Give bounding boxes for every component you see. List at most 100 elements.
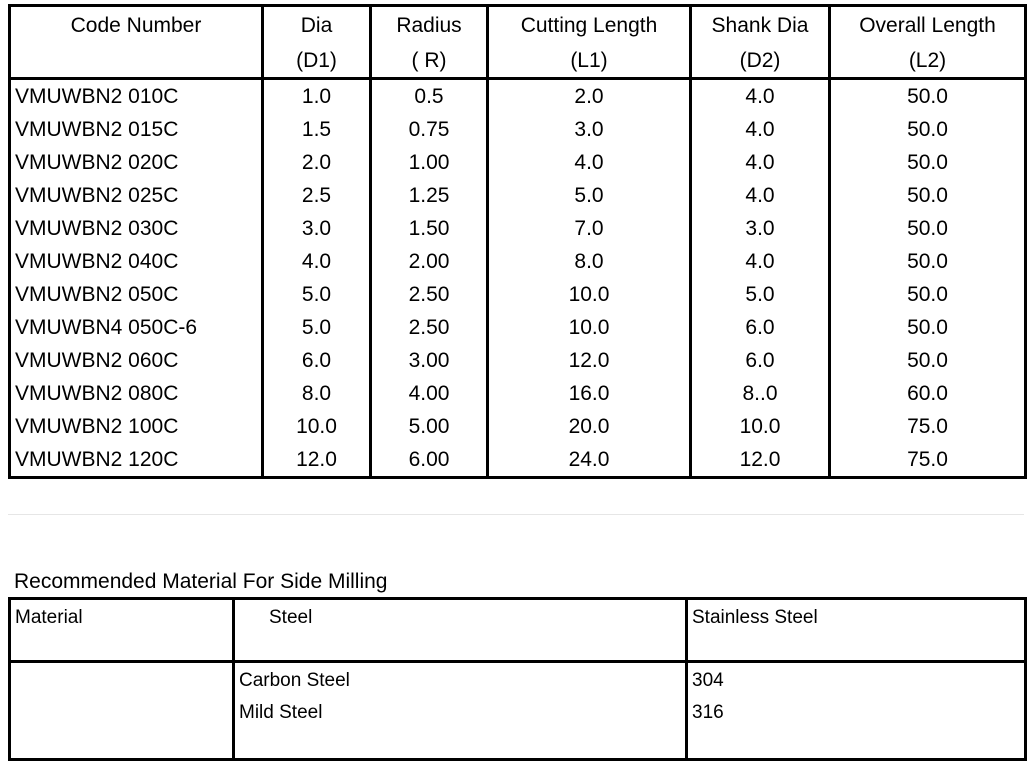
cell-overall-length: 50.0	[828, 278, 1026, 311]
section-divider	[8, 514, 1024, 515]
table-row: VMUWBN2 015C 1.5 0.75 3.0 4.0 50.0	[10, 113, 1026, 146]
cell-cutting-length: 2.0	[486, 78, 691, 113]
cell-radius: 6.00	[369, 443, 488, 478]
cell-radius: 2.00	[369, 245, 488, 278]
cell-cutting-length: 4.0	[486, 146, 691, 179]
materials-title: Recommended Material For Side Milling	[14, 570, 388, 593]
cell-code: VMUWBN2 030C	[15, 217, 179, 240]
cell-radius: 2.50	[369, 278, 488, 311]
header-radius: Radius	[369, 5, 488, 44]
cell-shank-dia: 4.0	[689, 113, 830, 146]
cell-shank-dia: 4.0	[689, 179, 830, 212]
cell-cutting-length: 10.0	[486, 278, 691, 311]
table-row: VMUWBN2 025C 2.5 1.25 5.0 4.0 50.0	[10, 179, 1026, 212]
cell-dia: 2.0	[261, 146, 371, 179]
cell-code: VMUWBN2 050C	[15, 283, 179, 306]
cell-dia: 1.0	[261, 78, 371, 113]
header-dia-sub: (D1)	[261, 44, 371, 80]
table-row: VMUWBN2 060C 6.0 3.00 12.0 6.0 50.0	[10, 344, 1026, 377]
cell-dia: 1.5	[261, 113, 371, 146]
list-item: 304	[692, 670, 724, 691]
cell-dia: 8.0	[261, 377, 371, 410]
cell-cutting-length: 3.0	[486, 113, 691, 146]
header-shank-dia-sub: (D2)	[689, 44, 830, 80]
cell-code: VMUWBN2 040C	[15, 250, 179, 273]
cell-overall-length: 50.0	[828, 146, 1026, 179]
table-row: VMUWBN2 010C 1.0 0.5 2.0 4.0 50.0	[10, 78, 1026, 113]
cell-shank-dia: 6.0	[689, 344, 830, 377]
cell-overall-length: 50.0	[828, 344, 1026, 377]
cell-overall-length: 50.0	[828, 78, 1026, 113]
header-code-number: Code Number	[70, 14, 202, 37]
cell-radius: 0.75	[369, 113, 488, 146]
cell-code: VMUWBN2 080C	[15, 382, 179, 405]
cell-code: VMUWBN2 060C	[15, 349, 179, 372]
materials-header-row: Material Steel Stainless Steel	[9, 598, 1026, 663]
cell-radius: 1.50	[369, 212, 488, 245]
cell-overall-length: 50.0	[828, 311, 1026, 344]
cell-cutting-length: 24.0	[486, 443, 691, 478]
cell-code: VMUWBN2 120C	[15, 448, 179, 471]
cell-code: VMUWBN4 050C-6	[15, 316, 198, 339]
materials-header-material: Material	[9, 598, 234, 663]
list-item: 316	[692, 702, 724, 723]
cell-code: VMUWBN2 015C	[15, 118, 179, 141]
cell-code: VMUWBN2 025C	[15, 184, 179, 207]
cell-shank-dia: 3.0	[689, 212, 830, 245]
cell-shank-dia: 4.0	[689, 78, 830, 113]
header-row-2: (D1) ( R) (L1) (D2) (L2)	[9, 44, 1026, 80]
header-overall-length: Overall Length	[828, 5, 1026, 44]
cell-overall-length: 75.0	[828, 443, 1026, 478]
cell-cutting-length: 7.0	[486, 212, 691, 245]
table-row: VMUWBN2 100C 10.0 5.00 20.0 10.0 75.0	[10, 410, 1026, 443]
materials-steel-cell: Carbon Steel Mild Steel	[232, 661, 687, 760]
cell-radius: 1.00	[369, 146, 488, 179]
table-row: VMUWBN2 120C 12.0 6.00 24.0 12.0 75.0	[10, 443, 1026, 478]
materials-header-stainless: Stainless Steel	[685, 598, 1026, 663]
cell-dia: 10.0	[261, 410, 371, 443]
cell-overall-length: 75.0	[828, 410, 1026, 443]
cell-radius: 5.00	[369, 410, 488, 443]
specs-table: Code Number Dia Radius Cutting Length Sh…	[8, 4, 1027, 479]
cell-radius: 3.00	[369, 344, 488, 377]
cell-code: VMUWBN2 100C	[15, 415, 179, 438]
header-cutting-length: Cutting Length	[486, 5, 691, 44]
cell-overall-length: 50.0	[828, 245, 1026, 278]
header-code-number-sub	[9, 44, 263, 80]
cell-dia: 5.0	[261, 311, 371, 344]
cell-cutting-length: 12.0	[486, 344, 691, 377]
cell-cutting-length: 8.0	[486, 245, 691, 278]
header-overall-length-sub: (L2)	[828, 44, 1026, 80]
cell-dia: 3.0	[261, 212, 371, 245]
table-row: VMUWBN2 020C 2.0 1.00 4.0 4.0 50.0	[10, 146, 1026, 179]
cell-radius: 2.50	[369, 311, 488, 344]
list-item: Mild Steel	[239, 702, 323, 723]
cell-shank-dia: 8..0	[689, 377, 830, 410]
cell-dia: 5.0	[261, 278, 371, 311]
cell-shank-dia: 4.0	[689, 146, 830, 179]
materials-stainless-cell: 304 316	[685, 661, 1026, 760]
materials-empty-cell	[10, 662, 234, 760]
cell-cutting-length: 16.0	[486, 377, 691, 410]
cell-dia: 2.5	[261, 179, 371, 212]
list-item: Carbon Steel	[239, 670, 350, 691]
cell-radius: 4.00	[369, 377, 488, 410]
cell-shank-dia: 6.0	[689, 311, 830, 344]
cell-overall-length: 50.0	[828, 212, 1026, 245]
cell-code: VMUWBN2 010C	[15, 85, 179, 108]
cell-shank-dia: 4.0	[689, 245, 830, 278]
header-shank-dia: Shank Dia	[689, 5, 830, 44]
cell-cutting-length: 20.0	[486, 410, 691, 443]
cell-overall-length: 50.0	[828, 113, 1026, 146]
cell-shank-dia: 12.0	[689, 443, 830, 478]
cell-cutting-length: 10.0	[486, 311, 691, 344]
cell-dia: 6.0	[261, 344, 371, 377]
cell-radius: 1.25	[369, 179, 488, 212]
cell-dia: 4.0	[261, 245, 371, 278]
header-cutting-length-sub: (L1)	[486, 44, 691, 80]
header-row-1: Code Number Dia Radius Cutting Length Sh…	[10, 5, 1026, 44]
cell-code: VMUWBN2 020C	[15, 151, 179, 174]
materials-body-row: Carbon Steel Mild Steel 304 316	[10, 661, 1026, 760]
header-dia: Dia	[261, 5, 371, 44]
table-row: VMUWBN4 050C-6 5.0 2.50 10.0 6.0 50.0	[10, 311, 1026, 344]
